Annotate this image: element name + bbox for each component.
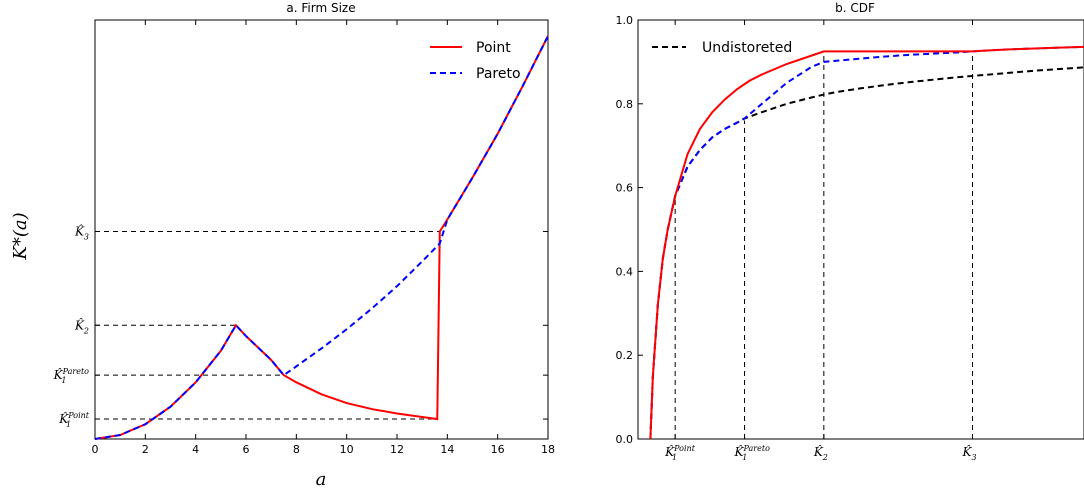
panel-b-ytick-label: 0.8 (616, 98, 634, 111)
panel-a-legend-label: Pareto (476, 66, 521, 82)
panel-b-legend-label: Undistoreted (702, 40, 792, 56)
panel-a-xtick-label: 18 (541, 443, 555, 456)
panel-b-series (649, 45, 1084, 440)
panel-b-xtick-label: K̂Pareto 1 (734, 444, 771, 462)
panel-a-series (94, 35, 549, 440)
panel-a-ytick-label: K̂3 (74, 223, 89, 241)
panel-a-legend-label: Point (476, 40, 511, 56)
panel-a-ytick-label: K̂Point 1 (58, 411, 90, 429)
panel-cdf: b. CDF K̂Point 1 K̂Pareto 1 K̂2 K̂3 0.0 0.2 0.4… (616, 1, 1084, 462)
panel-a-frame (94, 19, 549, 440)
panel-a-xtick-label: 16 (491, 443, 505, 456)
panel-b-series-0 (649, 66, 1084, 440)
panel-b-y-ticks: 0.0 0.2 0.4 0.6 0.8 1.0 (616, 14, 643, 446)
panel-a-xtick-label: 10 (340, 443, 354, 456)
panel-b-series-2 (649, 45, 1084, 440)
panel-a-title: a. Firm Size (286, 1, 355, 15)
panel-b-xtick-label: K̂Point 1 (664, 444, 696, 462)
panel-b-xtick-label: K̂3 (962, 444, 977, 462)
panel-a-xtick-label: 0 (92, 443, 99, 456)
panel-a-legend: Point Pareto (430, 40, 521, 82)
panel-a-ytick-label: K̂Pareto 1 (53, 367, 90, 385)
panel-a-xtick-label: 4 (192, 443, 199, 456)
panel-a-xlabel: a (316, 469, 327, 490)
panel-a-xtick-label: 8 (293, 443, 300, 456)
panel-b-series-1 (649, 45, 1084, 440)
panel-a-series-pareto (94, 35, 549, 440)
panel-b-ytick-label: 0.4 (616, 265, 634, 278)
panel-b-ytick-label: 0.0 (616, 433, 634, 446)
panel-a-series-point (94, 35, 549, 440)
panel-b-ytick-label: 0.2 (616, 349, 634, 362)
panel-b-xtick-label: K̂2 (813, 444, 828, 462)
panel-a-xtick-label: 12 (390, 443, 404, 456)
panel-b-guides (674, 51, 973, 439)
panel-b-x-ticks: K̂Point 1 K̂Pareto 1 K̂2 K̂3 (664, 20, 977, 462)
panel-a-y-ticks: K̂Point 1 K̂Pareto 1 K̂2 K̂3 (53, 223, 548, 429)
panel-b-legend: Undistoreted (652, 40, 792, 56)
panel-b-title: b. CDF (835, 1, 875, 15)
panel-a-xtick-label: 2 (142, 443, 149, 456)
panel-a-ylabel: K*(a) (10, 212, 31, 260)
panel-a-x-ticks: 0 2 4 6 8 10 12 14 16 18 (92, 20, 555, 456)
panel-b-ytick-label: 0.6 (616, 182, 634, 195)
panel-a-xtick-label: 14 (440, 443, 454, 456)
panel-a-ytick-label: K̂2 (74, 317, 89, 335)
panel-a-xtick-label: 6 (243, 443, 250, 456)
panel-a-guides (95, 230, 440, 420)
panel-b-frame (637, 19, 1084, 440)
panel-firm-size: a. Firm Size 0 2 4 6 8 10 12 14 16 18 K̂Point 1K̂P… (10, 1, 555, 490)
panel-b-ytick-label: 1.0 (616, 14, 634, 27)
